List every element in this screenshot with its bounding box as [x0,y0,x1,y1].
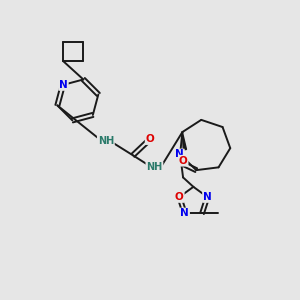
Text: NH: NH [98,136,114,146]
Polygon shape [182,132,187,150]
Text: O: O [179,156,188,166]
Text: O: O [146,134,154,144]
Text: N: N [203,192,212,202]
Text: N: N [175,149,184,159]
Text: N: N [59,80,68,90]
Text: O: O [175,192,184,202]
Text: NH: NH [146,162,163,172]
Text: N: N [180,208,189,218]
